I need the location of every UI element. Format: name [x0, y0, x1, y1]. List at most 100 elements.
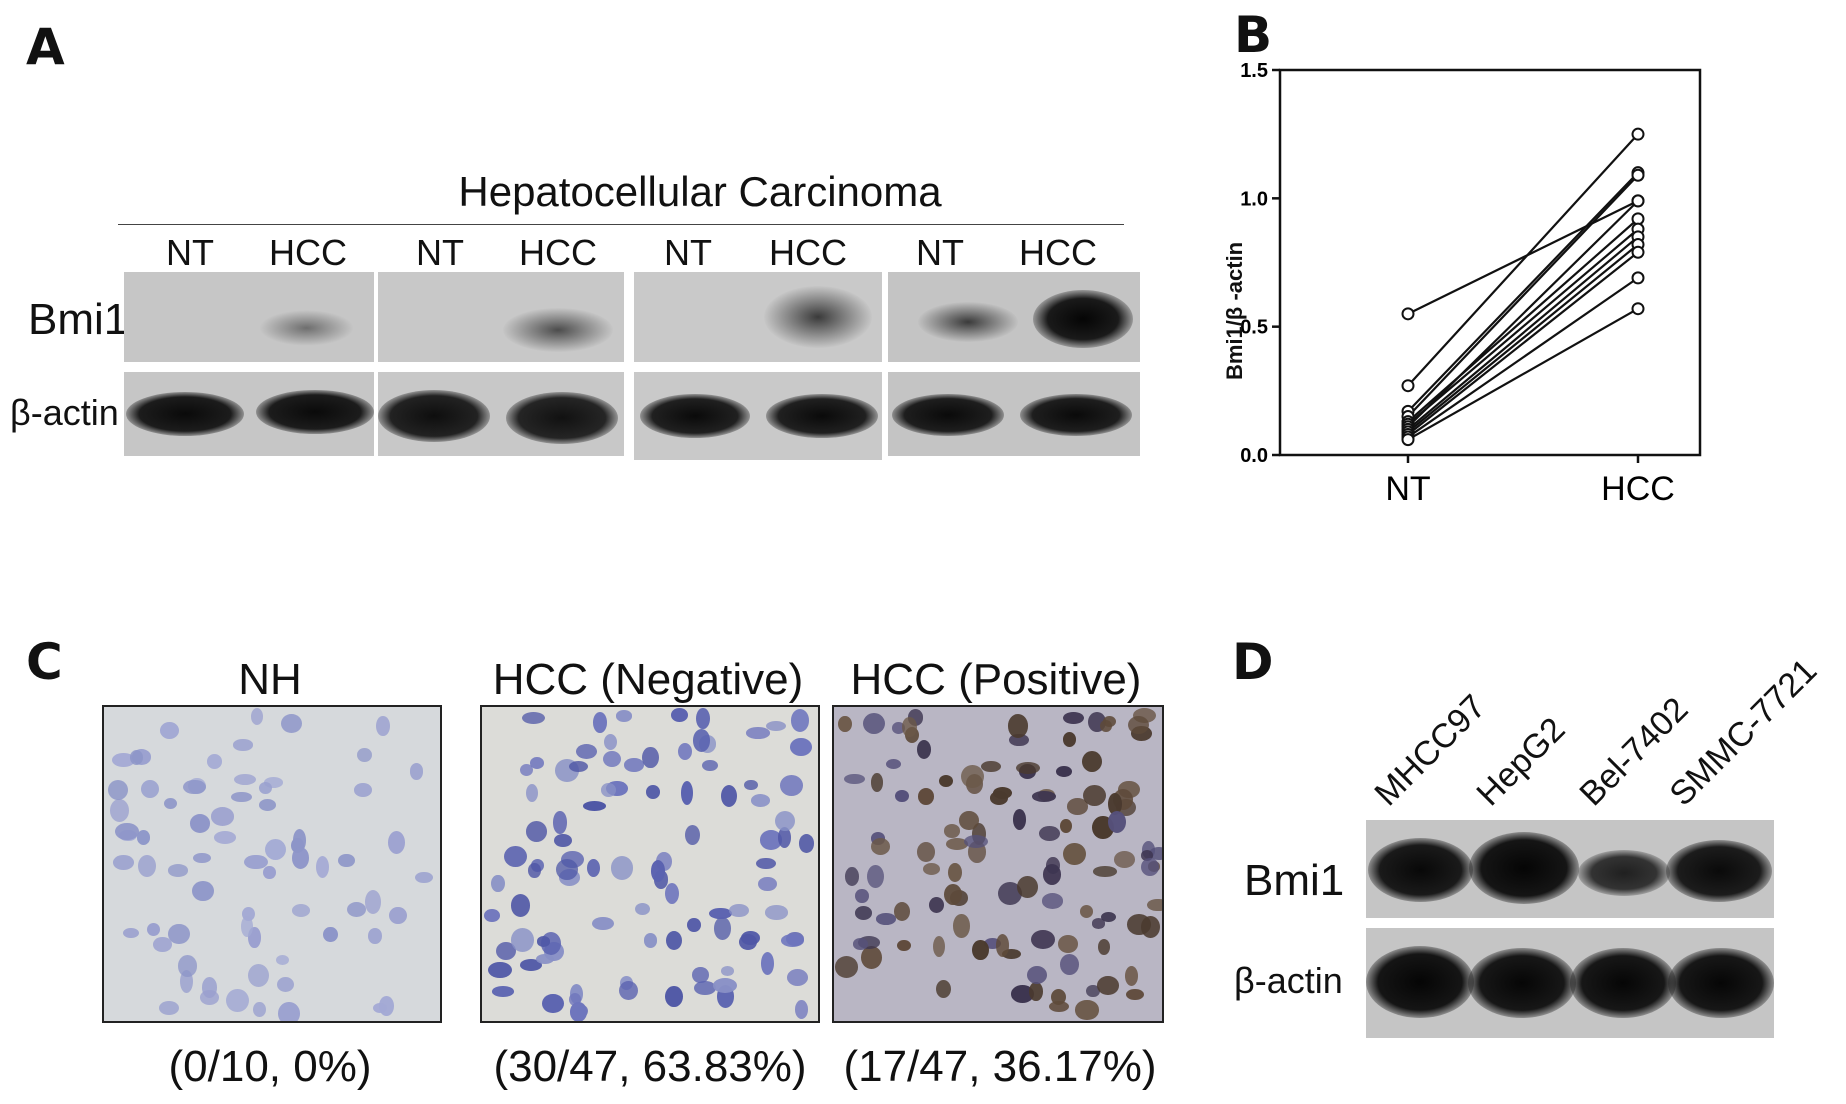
series-line	[1407, 251, 1639, 436]
blot-actin-3	[634, 372, 882, 460]
cell-nucleus	[787, 968, 809, 986]
cell-nucleus	[684, 825, 700, 846]
cell-nucleus	[756, 857, 777, 870]
blot-bmi1-1	[124, 272, 374, 362]
data-point	[1401, 379, 1415, 393]
panel-a-title: Hepatocellular Carcinoma	[458, 168, 942, 215]
cell-nucleus	[714, 917, 731, 940]
cell-nucleus	[870, 772, 884, 792]
cell-nucleus	[278, 1002, 300, 1021]
cell-nucleus	[744, 779, 758, 791]
lane-label: HCC	[269, 232, 347, 273]
cell-nucleus	[886, 759, 902, 770]
cell-nucleus	[870, 838, 891, 856]
cell-nucleus	[1099, 719, 1113, 733]
cell-nucleus	[944, 883, 963, 905]
cell-nucleus	[206, 754, 222, 770]
ihc-title-nh: NH	[238, 655, 302, 704]
y-tick-label: 1.5	[1240, 60, 1268, 82]
cell-nucleus	[1059, 954, 1079, 975]
cell-nucleus	[575, 743, 597, 759]
cell-nucleus	[592, 916, 614, 930]
panel-b-chart: 0.0 0.5 1.0 1.5 NT HCC	[1240, 60, 1702, 508]
cell-nucleus	[761, 952, 775, 976]
blot-actin-2	[378, 372, 624, 456]
cell-nucleus	[750, 794, 770, 807]
cell-nucleus	[368, 928, 382, 944]
cell-nucleus	[601, 783, 616, 797]
series-line	[1407, 276, 1639, 438]
cell-nucleus	[902, 717, 917, 737]
cell-nucleus	[231, 791, 253, 803]
cell-nucleus	[794, 1000, 808, 1020]
ihc-title-positive: HCC (Positive)	[850, 655, 1142, 704]
cell-nucleus	[415, 872, 433, 884]
cell-nucleus	[364, 890, 381, 914]
lane-label: HCC	[769, 232, 847, 273]
cell-nucleus	[1062, 731, 1077, 747]
series-line	[1407, 200, 1639, 428]
cell-nucleus	[113, 855, 134, 870]
series-line	[1407, 243, 1639, 433]
cell-nucleus	[789, 738, 812, 757]
cell-nucleus	[1007, 714, 1029, 739]
cell-nucleus	[163, 797, 177, 809]
cell-nucleus	[775, 811, 796, 832]
cell-nucleus	[214, 831, 237, 844]
cell-nucleus	[862, 713, 886, 735]
cell-nucleus	[1002, 948, 1022, 960]
cell-nucleus	[569, 760, 589, 772]
data-point	[1631, 271, 1645, 285]
data-point	[1631, 194, 1645, 208]
cell-nucleus	[192, 881, 214, 902]
cell-nucleus	[650, 860, 666, 883]
cell-nucleus	[1093, 866, 1118, 877]
lane-label: NT	[166, 232, 214, 273]
panel-a-title-rule	[118, 224, 1124, 225]
cell-nucleus	[964, 834, 989, 848]
cell-nucleus	[738, 934, 757, 951]
cell-nucleus	[943, 824, 961, 838]
cell-nucleus	[291, 903, 311, 917]
cell-nucleus	[603, 733, 617, 751]
blot-actin-4	[888, 372, 1140, 456]
lane-label: HCC	[519, 232, 597, 273]
cell-nucleus	[855, 888, 869, 903]
cell-nucleus	[123, 927, 140, 939]
cell-nucleus	[777, 827, 792, 849]
cell-nucleus	[1017, 875, 1038, 899]
blot-bmi1-3	[634, 272, 882, 362]
cell-nucleus	[528, 862, 541, 878]
cell-nucleus	[233, 773, 257, 785]
cell-nucleus	[323, 926, 339, 943]
cell-nucleus	[1063, 842, 1086, 866]
cell-nucleus	[138, 854, 156, 878]
cell-nucleus	[389, 907, 407, 925]
cell-nucleus	[146, 922, 160, 936]
cell-nucleus	[983, 937, 1002, 950]
cell-nucleus	[536, 936, 550, 947]
cell-nucleus	[720, 965, 735, 977]
cell-nucleus	[844, 773, 866, 785]
cell-nucleus	[1124, 966, 1139, 987]
cell-nucleus	[875, 913, 896, 925]
cell-nucleus	[262, 865, 276, 880]
cell-nucleus	[1012, 809, 1027, 831]
cell-nucleus	[838, 715, 852, 733]
cell-nucleus	[536, 953, 554, 964]
cell-nucleus	[1097, 938, 1111, 956]
cell-nucleus	[1059, 818, 1072, 833]
y-tick-label: 1.0	[1240, 188, 1268, 210]
cell-nucleus	[947, 862, 962, 883]
cell-nucleus	[799, 834, 815, 853]
ihc-title-negative: HCC (Negative)	[492, 655, 804, 704]
cell-nucleus	[183, 779, 206, 795]
cell-nucleus	[108, 780, 129, 800]
cell-nucleus	[634, 902, 650, 915]
series-line	[1407, 235, 1639, 431]
cell-nucleus	[1062, 711, 1084, 725]
cell-nucleus	[1079, 904, 1093, 918]
row-label-bmi1: Bmi1	[28, 295, 129, 344]
cell-nucleus	[1057, 934, 1079, 953]
cell-nucleus	[346, 901, 367, 918]
